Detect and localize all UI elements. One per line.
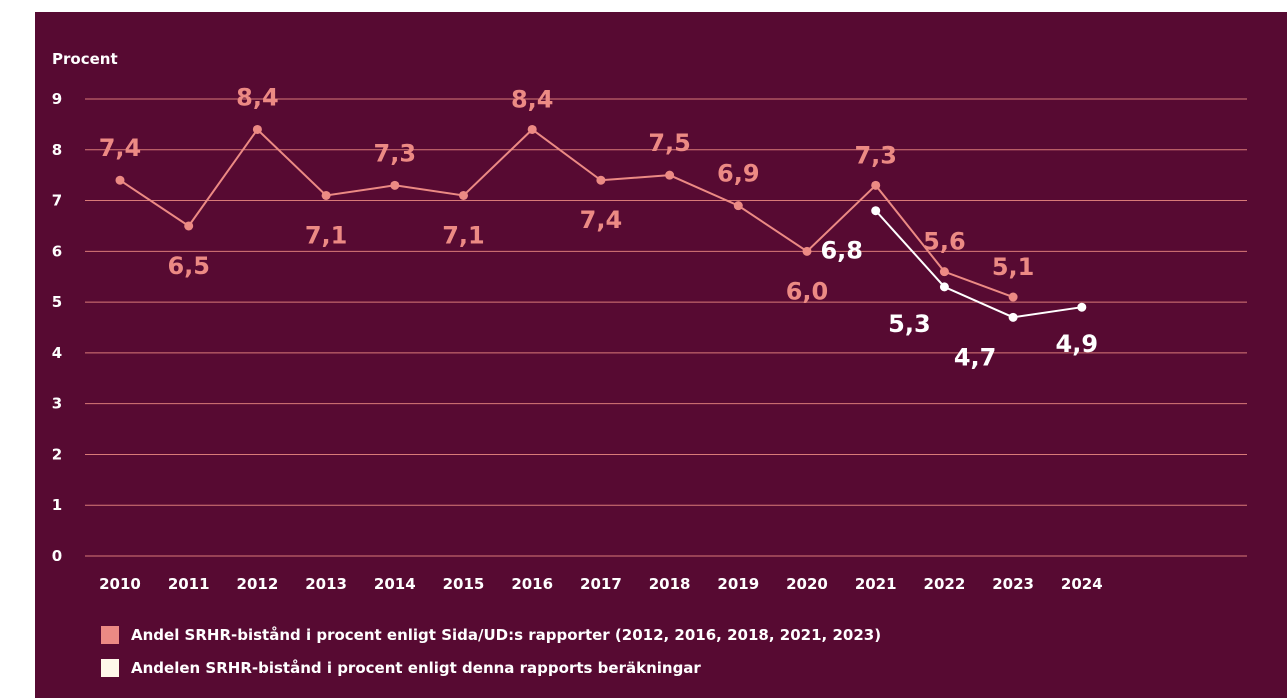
data-label: 6,5 [167, 252, 210, 280]
data-point [116, 176, 125, 185]
data-label: 7,5 [648, 129, 691, 157]
data-label: 7,3 [374, 139, 417, 167]
data-label: 7,3 [854, 141, 897, 169]
data-point [596, 176, 605, 185]
x-tick-label: 2013 [305, 575, 347, 593]
x-tick-label: 2015 [443, 575, 485, 593]
data-label: 7,1 [305, 221, 348, 249]
data-label: 7,4 [99, 134, 142, 162]
x-tick-label: 2010 [99, 575, 141, 593]
legend-swatch-series-b [101, 659, 119, 677]
data-point [940, 282, 949, 291]
x-tick-label: 2012 [237, 575, 279, 593]
chart-background [35, 12, 1287, 698]
y-tick-label: 9 [52, 90, 62, 108]
x-tick-label: 2022 [924, 575, 966, 593]
y-tick-label: 3 [52, 395, 62, 413]
data-point [253, 125, 262, 134]
x-tick-label: 2016 [511, 575, 553, 593]
legend-label-series-a: Andel SRHR-bistånd i procent enligt Sida… [131, 626, 881, 644]
data-label: 6,8 [820, 237, 863, 265]
data-label: 6,9 [717, 160, 760, 188]
data-label: 4,7 [954, 343, 997, 371]
data-point [184, 221, 193, 230]
data-label: 6,0 [786, 277, 829, 305]
data-point [871, 206, 880, 215]
x-tick-label: 2024 [1061, 575, 1103, 593]
data-point [390, 181, 399, 190]
legend-item-series-a: Andel SRHR-bistånd i procent enligt Sida… [101, 626, 881, 644]
data-point [528, 125, 537, 134]
y-tick-label: 8 [52, 141, 62, 159]
data-label: 7,1 [442, 221, 485, 249]
data-point [940, 267, 949, 276]
data-label: 4,9 [1056, 330, 1099, 358]
y-tick-label: 7 [52, 192, 62, 210]
x-tick-label: 2017 [580, 575, 622, 593]
data-point [665, 171, 674, 180]
data-point [1009, 293, 1018, 302]
x-tick-label: 2019 [717, 575, 759, 593]
y-axis-label: Procent [52, 50, 118, 68]
x-tick-label: 2018 [649, 575, 691, 593]
data-label: 7,4 [580, 206, 623, 234]
data-point [1009, 313, 1018, 322]
x-tick-label: 2011 [168, 575, 210, 593]
data-point [734, 201, 743, 210]
legend-item-series-b: Andelen SRHR-bistånd i procent enligt de… [101, 659, 701, 677]
legend-label-series-b: Andelen SRHR-bistånd i procent enligt de… [131, 659, 701, 677]
y-tick-label: 5 [52, 293, 62, 311]
data-label: 5,3 [888, 310, 931, 338]
data-label: 8,4 [511, 85, 554, 113]
data-point [322, 191, 331, 200]
x-tick-label: 2014 [374, 575, 416, 593]
data-label: 8,4 [236, 83, 279, 111]
legend-swatch-series-a [101, 626, 119, 644]
data-point [803, 247, 812, 256]
data-point [1077, 303, 1086, 312]
x-tick-label: 2021 [855, 575, 897, 593]
y-tick-label: 6 [52, 242, 62, 260]
x-tick-label: 2020 [786, 575, 828, 593]
data-label: 5,1 [992, 253, 1035, 281]
data-point [459, 191, 468, 200]
y-tick-label: 4 [52, 344, 62, 362]
y-tick-label: 0 [52, 547, 62, 565]
data-point [871, 181, 880, 190]
y-tick-label: 1 [52, 496, 62, 514]
data-label: 5,6 [923, 228, 966, 256]
y-tick-label: 2 [52, 445, 62, 463]
x-tick-label: 2023 [992, 575, 1034, 593]
x-tick-labels: 2010 2011 2012 2013 2014 2015 2016 2017 2018 2019… [99, 575, 1103, 593]
